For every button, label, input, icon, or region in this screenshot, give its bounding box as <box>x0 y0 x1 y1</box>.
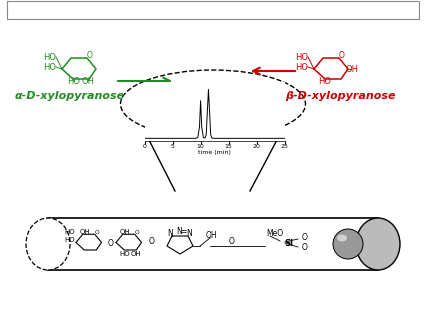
Text: OH: OH <box>130 251 141 257</box>
Text: O: O <box>149 238 155 247</box>
Ellipse shape <box>121 70 306 138</box>
Text: OH: OH <box>120 229 130 235</box>
Text: O: O <box>135 230 139 235</box>
Text: HO: HO <box>65 229 75 235</box>
Text: β-D-xylopyranose: β-D-xylopyranose <box>285 91 395 101</box>
Text: HO: HO <box>68 77 80 86</box>
Ellipse shape <box>356 218 400 270</box>
Text: Sugars Analyzing Sugars: Sugars Analyzing Sugars <box>116 3 310 17</box>
Text: HO: HO <box>295 53 309 61</box>
Text: O: O <box>108 239 114 248</box>
Ellipse shape <box>333 229 363 259</box>
Text: N: N <box>167 230 173 239</box>
Text: O: O <box>95 230 99 235</box>
Text: OH: OH <box>346 65 359 74</box>
Text: α-D-xylopyranose: α-D-xylopyranose <box>15 91 125 101</box>
Ellipse shape <box>337 235 347 242</box>
Text: HO: HO <box>65 237 75 243</box>
X-axis label: time (min): time (min) <box>198 150 231 155</box>
Text: OH: OH <box>79 229 90 235</box>
Text: HO: HO <box>120 251 130 257</box>
Text: O: O <box>302 234 308 243</box>
Text: =: = <box>180 227 186 236</box>
Text: N: N <box>176 227 182 236</box>
FancyBboxPatch shape <box>7 1 419 19</box>
Text: O: O <box>302 243 308 252</box>
Text: HO: HO <box>43 62 57 71</box>
Text: MeO: MeO <box>266 230 283 239</box>
Text: HO: HO <box>43 53 57 61</box>
Text: N: N <box>186 230 192 239</box>
Text: OH: OH <box>205 231 217 240</box>
Text: O: O <box>87 50 93 60</box>
Text: OH: OH <box>82 77 94 86</box>
Text: O: O <box>339 50 345 60</box>
Ellipse shape <box>26 218 70 270</box>
Text: HO: HO <box>295 62 309 71</box>
Text: Si: Si <box>284 239 294 248</box>
Bar <box>48 218 378 270</box>
Text: HO: HO <box>318 77 332 86</box>
Text: O: O <box>229 238 235 247</box>
